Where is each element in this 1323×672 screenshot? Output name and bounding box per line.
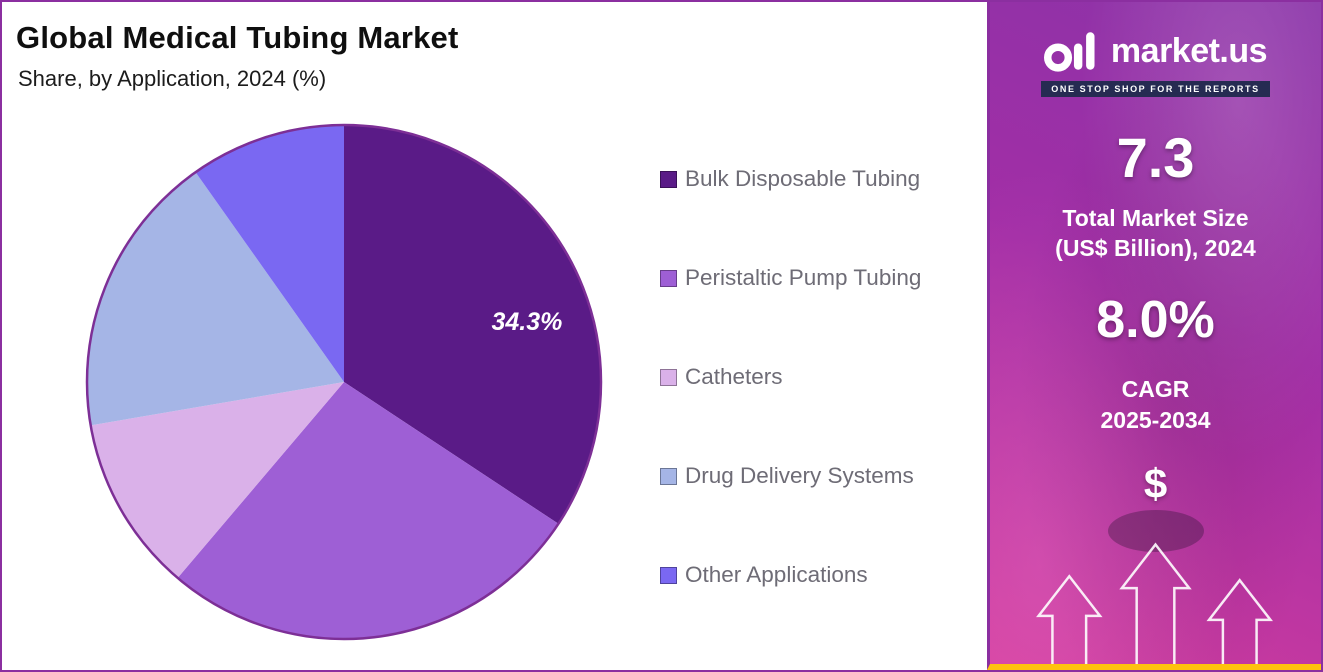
cagr-value: 8.0%: [1096, 290, 1215, 349]
legend-label: Other Applications: [685, 562, 868, 587]
pie-slice: [177, 382, 559, 640]
pie-slice-label: 34.3%: [491, 308, 562, 336]
legend-swatch: [660, 467, 677, 485]
market-size-label-line2: (US$ Billion), 2024: [1055, 234, 1256, 261]
legend: Bulk Disposable Tubing Peristaltic Pump T…: [660, 166, 921, 588]
legend-item: Drug Delivery Systems: [660, 463, 921, 489]
cagr-label-block: CAGR 2025-2034: [1101, 374, 1211, 436]
logo: market.us: [1043, 26, 1268, 76]
legend-swatch: [660, 566, 677, 584]
pie-slice: [87, 172, 345, 426]
legend-swatch: [660, 269, 677, 287]
legend-item: Bulk Disposable Tubing: [660, 166, 921, 192]
legend-label: Peristaltic Pump Tubing: [685, 265, 922, 290]
market-size-value: 7.3: [1116, 126, 1195, 189]
chart-subtitle: Share, by Application, 2024 (%): [18, 66, 327, 91]
logo-tagline: ONE STOP SHOP FOR THE REPORTS: [1041, 81, 1270, 97]
legend-swatch: [660, 170, 677, 188]
pie-slice: [195, 125, 344, 382]
brand-sidebar: market.us ONE STOP SHOP FOR THE REPORTS …: [987, 2, 1321, 670]
logo-text: market.us: [1110, 31, 1268, 70]
chart-panel: Global Medical Tubing Market Share, by A…: [2, 2, 987, 670]
marketus-logo-icon: [1043, 32, 1095, 72]
pie-slice: [344, 124, 602, 524]
legend-label: Drug Delivery Systems: [685, 463, 914, 488]
legend-item: Catheters: [660, 364, 921, 390]
market-size-label: Total Market Size (US$ Billion), 2024: [1055, 204, 1256, 264]
legend-swatch: [660, 368, 677, 386]
legend-label: Bulk Disposable Tubing: [685, 166, 921, 191]
cagr-label: CAGR: [1121, 375, 1190, 402]
pie-chart: 34.3%: [85, 123, 603, 641]
dollar-icon: $: [1143, 459, 1168, 507]
cagr-period: 2025-2034: [1100, 406, 1211, 433]
growth-arrows-icon: [1036, 542, 1273, 664]
market-size-label-line1: Total Market Size: [1062, 205, 1249, 231]
legend-item: Peristaltic Pump Tubing: [660, 265, 921, 291]
legend-item: Other Applications: [660, 562, 921, 588]
pie-outline: [85, 123, 603, 641]
legend-label: Catheters: [685, 364, 783, 389]
pie-slice: [90, 382, 344, 578]
page-title: Global Medical Tubing Market: [16, 20, 459, 55]
